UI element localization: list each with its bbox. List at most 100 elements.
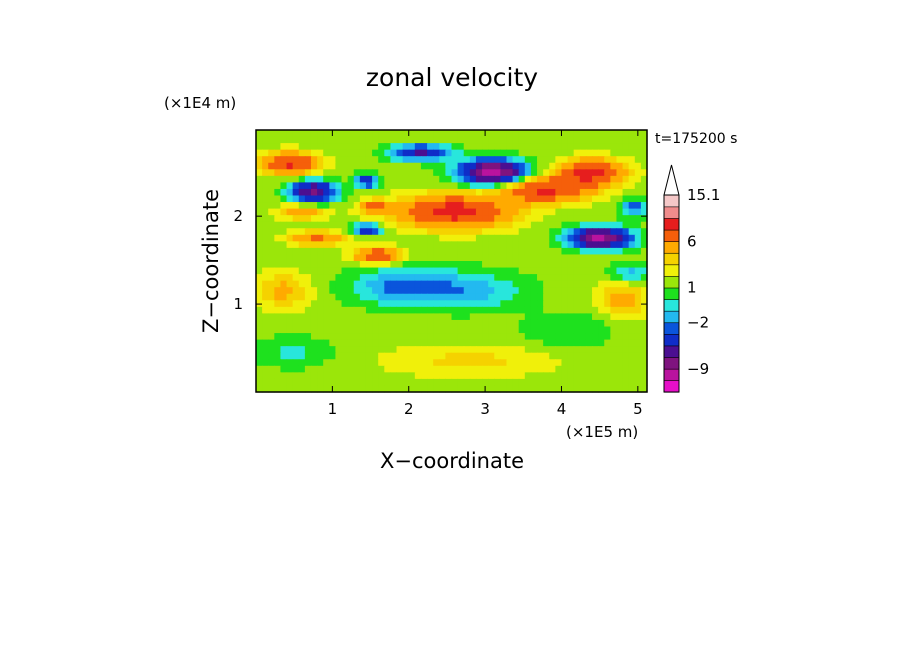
contour-cell [439,202,446,210]
contour-cell [298,156,306,164]
contour-cell [604,300,611,308]
contour-cell [628,221,636,229]
contour-cell [262,300,269,308]
contour-cell [561,287,569,295]
contour-cell [317,188,324,197]
contour-cell [396,215,404,223]
contour-cell [427,352,434,360]
contour-cell [384,215,392,223]
contour-cell [469,267,477,275]
contour-cell [262,136,269,144]
contour-cell [396,319,404,328]
contour-cell [543,175,550,183]
contour-cell [445,261,453,269]
contour-cell [469,313,477,321]
contour-cell [506,372,514,380]
contour-cell [604,208,611,216]
contour-cell [543,359,550,367]
contour-cell [592,280,599,288]
contour-cell [518,319,526,328]
contour-cell [414,149,422,157]
contour-cell [402,254,410,262]
contour-cell [408,346,416,354]
contour-cell [268,169,275,177]
contour-cell [347,228,355,236]
contour-cell [457,346,465,354]
contour-cell [567,156,575,164]
contour-cell [310,241,318,249]
contour-cell [585,326,593,334]
contour-cell [475,280,483,288]
contour-cell [567,306,575,314]
contour-cell [610,300,618,308]
contour-cell [268,254,275,262]
contour-cell [274,359,282,367]
contour-cell [298,162,306,170]
contour-cell [543,274,550,282]
contour-cell [604,149,611,157]
contour-cell [592,359,599,367]
contour-cell [640,313,648,321]
contour-cell [451,188,459,197]
contour-cell [482,149,489,157]
contour-cell [579,287,587,295]
contour-cell [372,287,379,295]
contour-cell [530,300,538,308]
contour-cell [488,378,495,387]
contour-cell [506,149,514,157]
contour-cell [482,287,489,295]
contour-cell [628,162,636,170]
contour-cell [268,261,275,269]
contour-cell [317,352,324,360]
contour-cell [433,365,440,373]
contour-cell [512,300,520,308]
colorbar-swatch [663,252,680,266]
contour-cell [378,300,385,308]
contour-cell [341,346,349,354]
contour-cell [341,365,349,373]
contour-cell [256,385,263,393]
contour-cell [585,149,593,157]
contour-cell [390,221,398,229]
contour-cell [359,306,367,314]
contour-cell [280,274,288,282]
contour-cell [622,365,630,373]
contour-cell [512,267,520,275]
contour-cell [341,175,349,183]
contour-cell [494,228,501,236]
contour-cell [512,254,520,262]
contour-cell [604,352,611,360]
contour-cell [500,346,508,354]
contour-cell [298,136,306,144]
contour-cell [292,130,300,138]
contour-cell [323,339,330,347]
contour-cell [616,267,624,275]
contour-cell [445,385,453,393]
contour-cell [518,346,526,354]
contour-cell [353,188,361,197]
contour-cell [598,208,605,216]
contour-cell [317,300,324,308]
contour-cell [317,306,324,314]
contour-cell [451,293,459,301]
contour-cell [628,169,636,177]
contour-cell [286,247,294,256]
contour-cell [482,359,489,367]
contour-cell [451,228,459,236]
contour-cell [628,333,636,341]
contour-cell [335,162,343,170]
contour-cell [384,254,392,262]
contour-cell [537,188,544,197]
contour-cell [420,346,428,354]
contour-cell [433,221,440,229]
contour-cell [457,228,465,236]
contour-cell [304,378,312,387]
contour-cell [347,359,355,367]
contour-cell [384,333,392,341]
contour-cell [561,372,569,380]
contour-cell [433,130,440,138]
contour-cell [567,339,575,347]
contour-cell [628,156,636,164]
contour-cell [280,215,288,223]
contour-cell [543,162,550,170]
